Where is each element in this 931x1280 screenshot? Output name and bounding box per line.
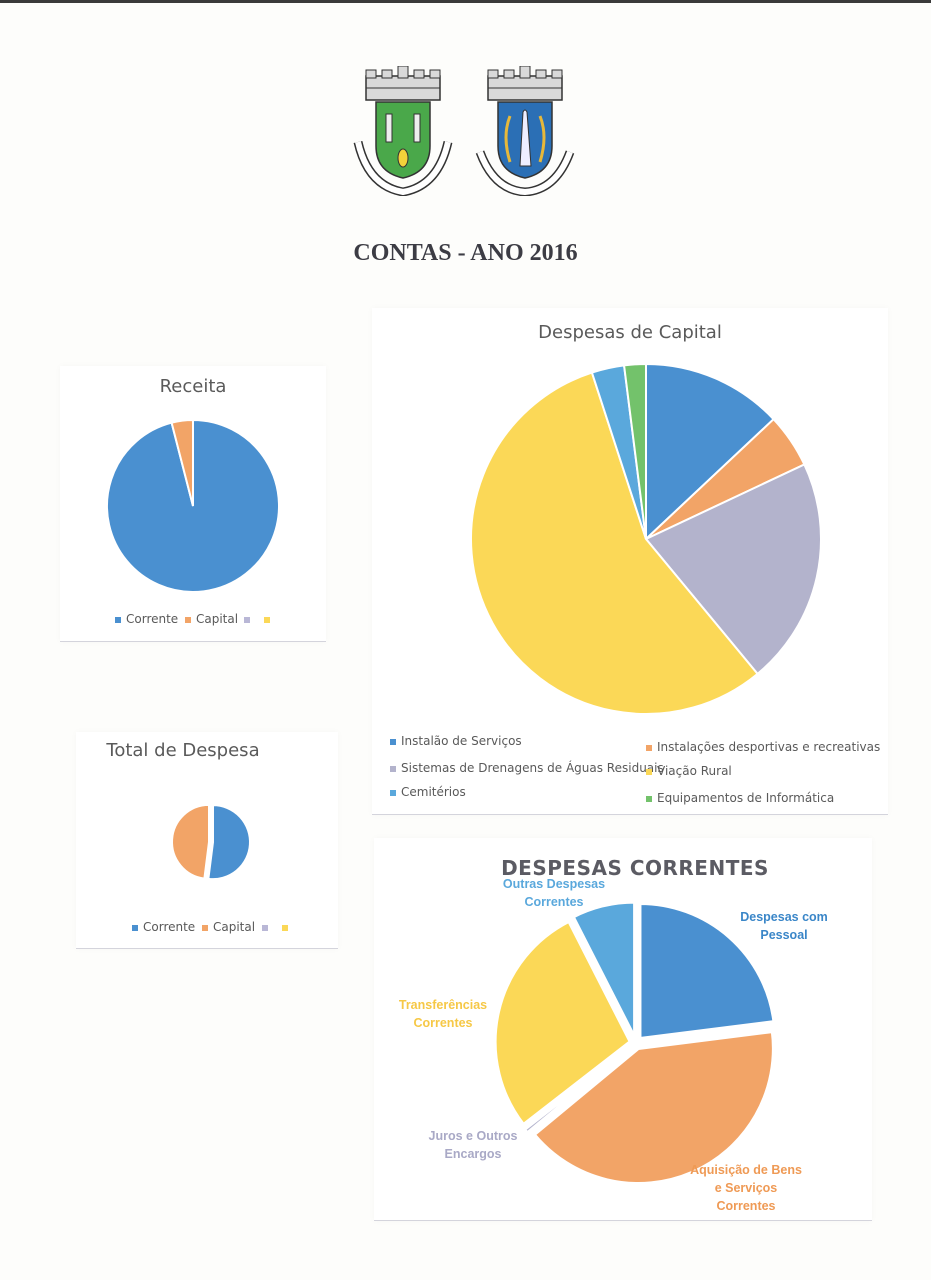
legend-label: Cemitérios [401,785,466,799]
total-despesa-chart-panel: Total de Despesa Corrente Capital [76,732,338,949]
wheat-right-icon [538,115,546,163]
pie-slice-capital [171,803,211,880]
legend-swatch [390,789,396,796]
legend-entry: Instalão de Serviços [390,734,522,748]
menhir-icon [519,109,532,167]
total-despesa-pie [171,803,251,881]
legend-entry: Capital [202,920,255,934]
callout-transferencias: Transferências Correntes [398,998,488,1030]
legend-label: Instalações desportivas e recreativas [657,740,881,754]
callout-aquisicao-bens: Aquisição de Bens e Serviços Correntes [690,1163,802,1213]
legend-label: Viação Rural [657,764,732,778]
pie-slice-equipamentos-de-informatica [622,362,647,540]
legend-swatch [115,616,121,623]
legend-entry: Instalações desportivas e recreativas [646,740,880,754]
legend-entry [264,612,275,626]
callout-outras-despesas: Outras Despesas Correntes [502,877,606,909]
legend-swatch [282,924,288,931]
legend-entry: Equipamentos de Informática [646,791,834,805]
pie-slice-juros-e-outros-encargos [522,1045,633,1135]
legend-swatch [185,616,191,623]
legend-swatch [264,616,270,623]
legend-label: Capital [196,612,239,626]
vila-cova-crest [353,66,453,196]
legend-entry: Viação Rural [646,764,732,778]
receita-chart-title: Receita [159,376,227,397]
legend-label: Sistemas de Drenagens de Águas Residuais [401,761,664,775]
legend-label: Equipamentos de Informática [657,791,835,805]
legend-entry [282,920,293,934]
legend-swatch [202,924,208,931]
legend-entry: Corrente [132,920,195,934]
pie-slice-transferencias-correntes [493,919,633,1127]
legend-label: Corrente [143,920,196,934]
feitos-crest [475,66,575,196]
legend-label: Corrente [126,612,179,626]
wheat-left-icon [504,115,512,163]
pie-slice-capital [170,418,194,507]
pie-slice-despesas-com-pessoal [638,901,776,1041]
pie-slice-outras-despesas-correntes [571,900,637,1038]
pie-slice-instalao-de-servicos [645,362,775,542]
total-despesa-chart-title: Total de Despesa [106,740,260,761]
legend-entry [244,612,255,626]
corn-icon [397,148,409,168]
despesas-correntes-chart-panel: DESPESAS CORRENTES Despesas com Pessoal … [374,838,872,1221]
legend-entry: Capital [185,612,238,626]
pie-slice-sistemas-de-drenagens-de-aguas-residuais [644,463,822,676]
legend-label: Capital [213,920,256,934]
legend-swatch [390,765,396,772]
pie-slice-viacao-rural [470,371,759,715]
legend-entry: Cemitérios [390,785,466,799]
despesas-capital-chart-title: Despesas de Capital [538,322,722,343]
pie-slice-corrente [207,804,251,881]
legend-swatch [646,768,652,775]
page-title: CONTAS - ANO 2016 [353,240,578,266]
legend-swatch [132,924,138,931]
legend-swatch [390,738,396,745]
legend-label: Instalão de Serviços [401,734,522,748]
despesas-capital-pie [470,362,822,715]
despesas-correntes-pie [493,900,776,1185]
despesas-capital-chart-panel: Despesas de Capital Instalão de Serviços… [372,308,888,815]
receita-pie [106,418,280,593]
legend-swatch [646,744,652,751]
legend-swatch [262,924,268,931]
legend-entry: Corrente [115,612,178,626]
callout-despesas-pessoal: Despesas com Pessoal [740,910,828,942]
receita-chart-panel: Receita Corrente Capital [60,366,326,642]
crown-icon [365,66,441,101]
legend-swatch [244,616,250,623]
callout-juros-encargos: Juros e Outros Encargos [428,1129,518,1161]
crown-icon [487,66,563,101]
pie-slice-aquisicao-de-bens-e-servicos-correntes [532,1029,775,1185]
legend-entry: Sistemas de Drenagens de Águas Residuais [390,761,664,775]
legend-entry [262,920,273,934]
top-edge-line [0,0,931,3]
legend-swatch [646,795,652,802]
despesas-correntes-chart-title: DESPESAS CORRENTES [501,856,769,880]
